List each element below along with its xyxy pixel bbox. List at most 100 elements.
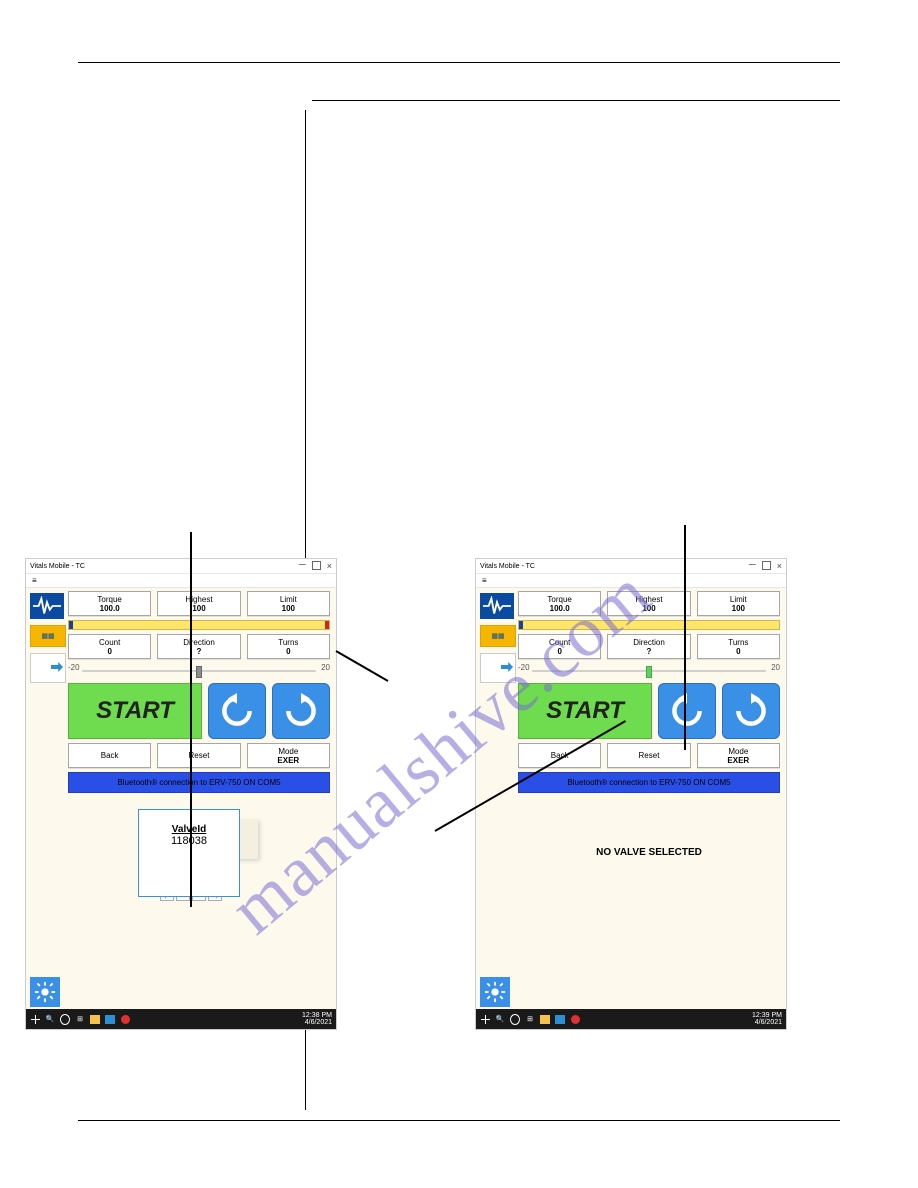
torque-label: Torque bbox=[69, 595, 150, 604]
window-titlebar: Vitals Mobile - TC — × bbox=[476, 559, 786, 574]
page-top-rule bbox=[78, 62, 840, 63]
rotate-cw-button[interactable] bbox=[722, 683, 780, 739]
sidebar: ▦▦ bbox=[26, 589, 70, 687]
minimize-icon[interactable]: — bbox=[749, 561, 756, 571]
rotate-ccw-button[interactable] bbox=[208, 683, 266, 739]
rotate-ccw-button[interactable] bbox=[658, 683, 716, 739]
settings-gear-icon[interactable] bbox=[30, 977, 60, 1007]
mode-value: EXER bbox=[248, 756, 329, 765]
bluetooth-status-text: Bluetooth® connection to ERV-750 ON COM5 bbox=[567, 778, 730, 787]
start-button[interactable]: START bbox=[518, 683, 652, 739]
turns-slider[interactable]: -20 20 bbox=[518, 663, 780, 679]
screenshot-left: Vitals Mobile - TC — × ≡ ▦▦ Torque100.0 … bbox=[25, 558, 337, 1030]
count-value: 0 bbox=[519, 647, 600, 656]
valve-card[interactable]: ValveId 118038 bbox=[138, 809, 240, 897]
torque-value: 100.0 bbox=[519, 604, 600, 613]
highest-label: Highest bbox=[158, 595, 239, 604]
highest-box[interactable]: Highest100 bbox=[157, 591, 240, 616]
torque-marker-high bbox=[775, 621, 779, 629]
rotate-cw-button[interactable] bbox=[272, 683, 330, 739]
torque-bar bbox=[518, 620, 780, 630]
mode-value: EXER bbox=[698, 756, 779, 765]
start-menu-icon[interactable] bbox=[480, 1014, 490, 1024]
turns-value: 0 bbox=[248, 647, 329, 656]
direction-box[interactable]: Direction? bbox=[157, 634, 240, 659]
taskview-icon[interactable]: ⊞ bbox=[75, 1014, 85, 1024]
sidebar-grid-icon[interactable]: ▦▦ bbox=[480, 625, 516, 647]
explorer-icon[interactable] bbox=[90, 1014, 100, 1024]
limit-box[interactable]: Limit100 bbox=[247, 591, 330, 616]
mode-button[interactable]: ModeEXER bbox=[697, 743, 780, 768]
slider-thumb[interactable] bbox=[646, 666, 652, 678]
maximize-icon[interactable] bbox=[312, 561, 321, 570]
back-label: Back bbox=[519, 747, 600, 764]
back-label: Back bbox=[69, 747, 150, 764]
cortana-icon[interactable] bbox=[510, 1014, 520, 1024]
mail-icon[interactable] bbox=[555, 1014, 565, 1024]
screenshot-right: Vitals Mobile - TC — × ≡ ▦▦ Torque100.0 … bbox=[475, 558, 787, 1030]
close-icon[interactable]: × bbox=[327, 561, 332, 571]
torque-box[interactable]: Torque100.0 bbox=[68, 591, 151, 616]
start-button[interactable]: START bbox=[68, 683, 202, 739]
mail-icon[interactable] bbox=[105, 1014, 115, 1024]
reset-button[interactable]: Reset bbox=[607, 743, 690, 768]
limit-label: Limit bbox=[698, 595, 779, 604]
explorer-icon[interactable] bbox=[540, 1014, 550, 1024]
count-box[interactable]: Count0 bbox=[68, 634, 151, 659]
taskview-icon[interactable]: ⊞ bbox=[525, 1014, 535, 1024]
vitals-wave-icon[interactable] bbox=[480, 593, 514, 619]
torque-value: 100.0 bbox=[69, 604, 150, 613]
count-box[interactable]: Count0 bbox=[518, 634, 601, 659]
clock-time: 12:39 PM bbox=[752, 1012, 782, 1019]
turns-box[interactable]: Turns0 bbox=[247, 634, 330, 659]
search-icon[interactable]: 🔍 bbox=[495, 1014, 505, 1024]
count-value: 0 bbox=[69, 647, 150, 656]
valveid-label: ValveId bbox=[139, 824, 239, 835]
record-icon[interactable] bbox=[120, 1014, 130, 1024]
mode-label: Mode bbox=[248, 747, 329, 756]
turns-slider[interactable]: -20 20 bbox=[68, 663, 330, 679]
no-valve-text: NO VALVE SELECTED bbox=[518, 847, 780, 858]
highest-value: 100 bbox=[608, 604, 689, 613]
record-icon[interactable] bbox=[570, 1014, 580, 1024]
sidebar-grid-icon[interactable]: ▦▦ bbox=[30, 625, 66, 647]
sidebar-doc-icon[interactable] bbox=[30, 653, 66, 683]
torque-bar bbox=[68, 620, 330, 630]
torque-marker-high bbox=[325, 621, 329, 629]
mode-button[interactable]: ModeEXER bbox=[247, 743, 330, 768]
turns-box[interactable]: Turns0 bbox=[697, 634, 780, 659]
page-bottom-rule bbox=[78, 1120, 840, 1121]
slider-max: 20 bbox=[321, 663, 330, 672]
highest-value: 100 bbox=[158, 604, 239, 613]
vitals-wave-icon[interactable] bbox=[30, 593, 64, 619]
highest-label: Highest bbox=[608, 595, 689, 604]
start-menu-icon[interactable] bbox=[30, 1014, 40, 1024]
sidebar-doc-icon[interactable] bbox=[480, 653, 516, 683]
highest-box[interactable]: Highest100 bbox=[607, 591, 690, 616]
slider-max: 20 bbox=[771, 663, 780, 672]
menu-bar[interactable]: ≡ bbox=[476, 574, 786, 588]
back-button[interactable]: Back bbox=[518, 743, 601, 768]
clock-date: 4/6/2021 bbox=[755, 1019, 782, 1026]
search-icon[interactable]: 🔍 bbox=[45, 1014, 55, 1024]
torque-box[interactable]: Torque100.0 bbox=[518, 591, 601, 616]
cortana-icon[interactable] bbox=[60, 1014, 70, 1024]
callout-line-2 bbox=[336, 650, 389, 682]
reset-button[interactable]: Reset bbox=[157, 743, 240, 768]
bluetooth-status-bar: Bluetooth® connection to ERV-750 ON COM5 bbox=[518, 772, 780, 793]
menu-bar[interactable]: ≡ bbox=[26, 574, 336, 588]
minimize-icon[interactable]: — bbox=[299, 561, 306, 571]
maximize-icon[interactable] bbox=[762, 561, 771, 570]
direction-value: ? bbox=[608, 647, 689, 656]
app-title: Vitals Mobile - TC bbox=[30, 563, 85, 570]
direction-box[interactable]: Direction? bbox=[607, 634, 690, 659]
limit-value: 100 bbox=[698, 604, 779, 613]
settings-gear-icon[interactable] bbox=[480, 977, 510, 1007]
limit-box[interactable]: Limit100 bbox=[697, 591, 780, 616]
back-button[interactable]: Back bbox=[68, 743, 151, 768]
valveid-value: 118038 bbox=[139, 835, 239, 847]
callout-line-1 bbox=[190, 532, 192, 907]
close-icon[interactable]: × bbox=[777, 561, 782, 571]
turns-label: Turns bbox=[698, 638, 779, 647]
slider-thumb[interactable] bbox=[196, 666, 202, 678]
